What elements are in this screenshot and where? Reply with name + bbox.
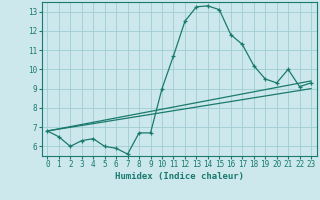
X-axis label: Humidex (Indice chaleur): Humidex (Indice chaleur) bbox=[115, 172, 244, 181]
